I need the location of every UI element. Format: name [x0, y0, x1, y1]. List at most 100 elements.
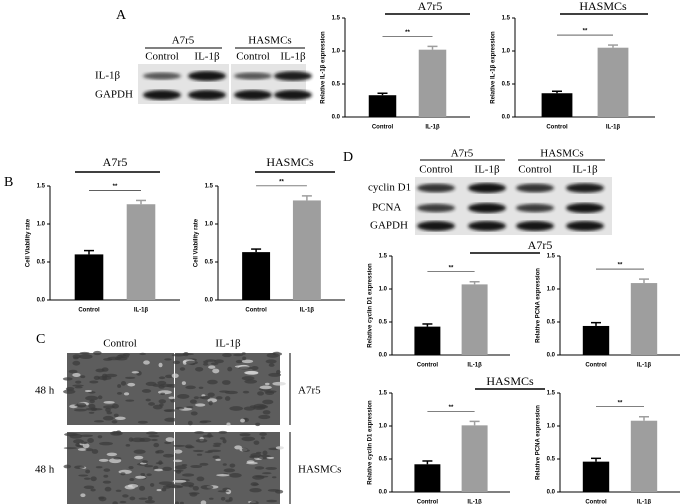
cell: [229, 463, 236, 468]
lane-label: IL-1β: [474, 164, 500, 176]
cell: [135, 475, 146, 479]
cell: [200, 500, 207, 504]
cell: [229, 406, 244, 411]
cell: [255, 422, 261, 427]
cell: [200, 484, 214, 490]
y-tick-label: 1.0: [379, 424, 388, 430]
y-tick-label: 1.5: [547, 391, 556, 397]
chart-title: HASMCs: [486, 374, 534, 388]
lane-label: IL-1β: [194, 51, 220, 63]
cell: [85, 469, 91, 474]
cell: [85, 395, 99, 401]
cell: [120, 355, 130, 359]
y-tick-label: 1.5: [205, 184, 214, 190]
cell: [172, 360, 181, 365]
western-blot: [415, 177, 612, 235]
cell: [106, 452, 118, 457]
cell: [139, 352, 146, 356]
cell: [268, 363, 275, 367]
cell: [208, 365, 216, 369]
cell: [227, 366, 233, 372]
x-tick-label: Control: [585, 500, 607, 504]
cell: [259, 385, 272, 390]
cell: [125, 376, 136, 379]
cell: [266, 456, 275, 460]
y-tick-label: 1.0: [332, 49, 341, 55]
cell: [262, 450, 268, 456]
cell: [146, 473, 152, 477]
cell: [95, 466, 103, 469]
band: [468, 183, 506, 193]
cell: [149, 483, 155, 487]
cell: [257, 391, 265, 396]
cell: [76, 402, 87, 408]
cell: [143, 360, 150, 365]
y-tick-label: 0.0: [332, 115, 341, 121]
y-tick-label: 0.0: [547, 490, 556, 496]
y-tick-label: 0.5: [502, 82, 511, 88]
cell: [208, 497, 214, 500]
cell: [195, 366, 204, 372]
cell: [207, 392, 215, 398]
cell: [156, 449, 165, 454]
cell: [172, 479, 187, 483]
band: [468, 221, 506, 231]
cell: [102, 415, 114, 421]
cell: [194, 431, 205, 434]
x-tick-label: IL-1β: [467, 363, 482, 369]
row-label: GAPDH: [370, 220, 408, 232]
western-blot: [138, 64, 312, 104]
cell: [271, 476, 277, 479]
cell: [239, 433, 251, 437]
band: [417, 221, 455, 231]
cell: [163, 409, 178, 412]
cell: [212, 444, 221, 448]
cell: [214, 359, 224, 364]
band: [188, 71, 226, 81]
cell: [250, 482, 259, 487]
cell: [240, 418, 246, 423]
bar: [126, 204, 156, 300]
row-label: 48 h: [35, 464, 55, 476]
y-tick-label: 0.5: [205, 260, 214, 266]
cell: [207, 379, 218, 385]
cell: [176, 485, 184, 488]
cell: [195, 403, 206, 407]
cell: [241, 359, 254, 364]
cell: [217, 490, 230, 493]
y-axis-label: Relative IL-1β expression: [321, 31, 327, 104]
panel-label: D: [343, 150, 353, 165]
y-tick-label: 1.0: [547, 424, 556, 430]
cell: [158, 399, 167, 404]
y-axis-label: Relative IL-1β expression: [491, 31, 497, 104]
cell: [83, 485, 95, 490]
cell: [148, 434, 160, 438]
y-axis-label: Cell Viability rate: [26, 218, 32, 267]
cell: [115, 489, 122, 492]
band: [143, 72, 181, 80]
cell: [131, 437, 145, 443]
y-axis-label: Cell Viability rate: [194, 218, 200, 267]
cell: [234, 445, 243, 450]
cell: [98, 458, 109, 462]
cell: [242, 390, 250, 394]
cell: [205, 359, 217, 362]
y-tick-label: 0.5: [547, 320, 556, 326]
lane-label: IL-1β: [280, 51, 306, 63]
y-tick-label: 0.5: [379, 457, 388, 463]
cell: [153, 442, 160, 448]
cell: [188, 492, 200, 495]
cell: [203, 360, 209, 364]
cell: [210, 362, 219, 366]
cell: [83, 477, 91, 480]
cell: [89, 380, 99, 384]
cell: [158, 362, 163, 368]
cell: [112, 501, 118, 504]
bar: [414, 464, 441, 492]
cell: [184, 444, 193, 449]
cell: [198, 386, 204, 389]
cell: [188, 484, 194, 488]
significance-label: **: [449, 405, 454, 411]
column-label: IL-1β: [215, 338, 241, 350]
cell: [249, 405, 257, 408]
